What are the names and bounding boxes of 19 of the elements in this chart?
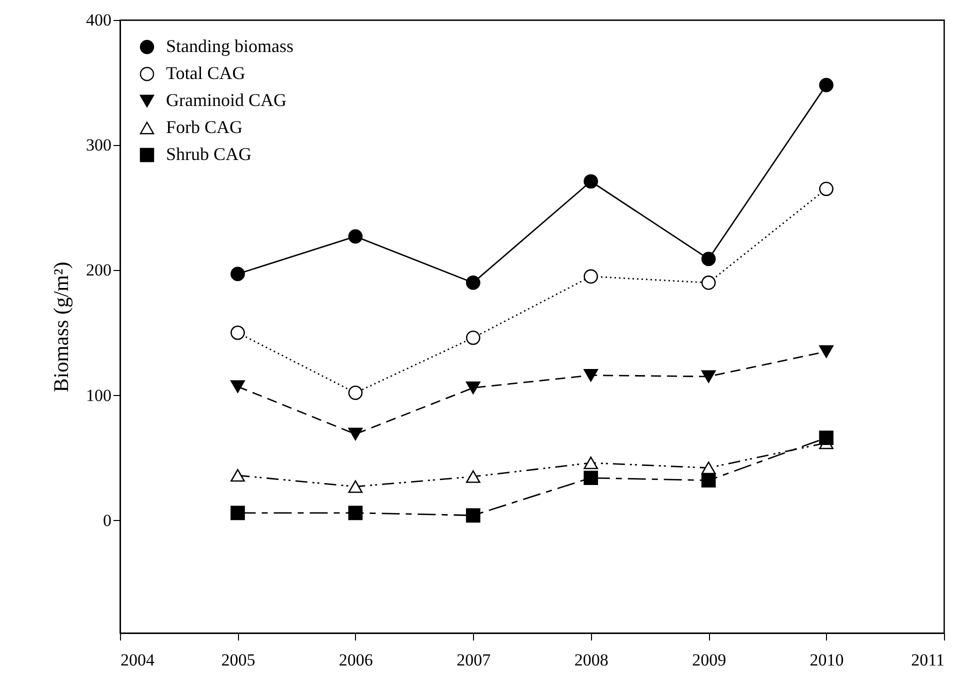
legend-label: Graminoid CAG: [166, 90, 286, 110]
legend-label: Forb CAG: [166, 117, 243, 137]
x-tick-label: 2004: [120, 650, 155, 670]
y-tick-label: 100: [86, 386, 112, 405]
y-tick-label: 200: [86, 260, 112, 280]
y-tick-label: 400: [86, 10, 112, 30]
y-tick-label: 300: [86, 136, 112, 155]
x-tick-label: 2005: [221, 650, 256, 670]
legend-label: Total CAG: [166, 63, 246, 83]
x-tick-label: 2008: [574, 650, 608, 670]
y-tick-label: 0: [103, 510, 112, 530]
x-tick-label: 2009: [692, 650, 726, 670]
x-tick-label: 2006: [338, 650, 373, 670]
y-axis-title: Biomass (g/m²): [49, 262, 73, 392]
x-tick-label: 2011: [911, 650, 944, 670]
x-tick-label: 2007: [456, 650, 492, 670]
legend-label: Shrub CAG: [166, 144, 252, 164]
x-tick-label: 2010: [810, 650, 844, 670]
legend-label: Standing biomass: [166, 36, 294, 56]
